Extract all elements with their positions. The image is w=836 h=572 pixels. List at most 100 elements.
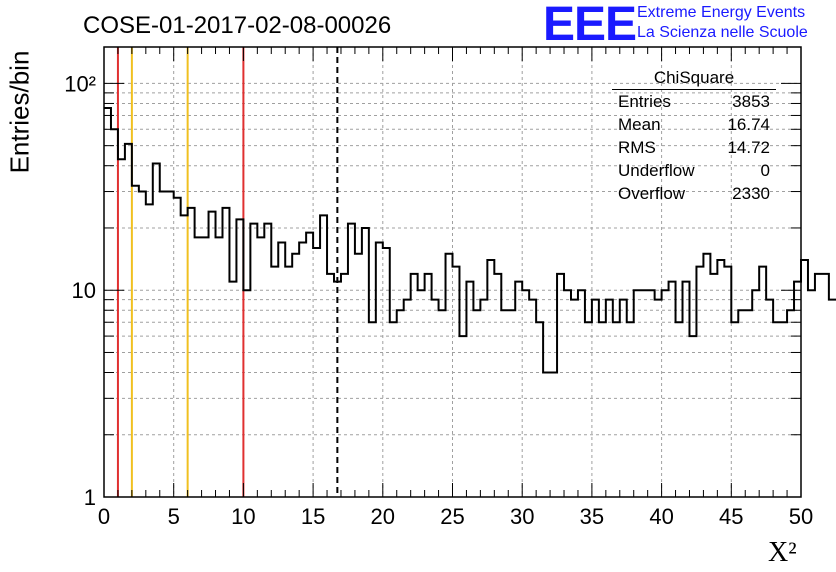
histogram-bin [202, 237, 209, 497]
y-axis-label: Entries/bin [4, 50, 35, 174]
histogram-bin [676, 322, 683, 497]
histogram-bin [648, 290, 655, 497]
histogram-bin [592, 300, 599, 497]
histogram-bin [397, 310, 404, 497]
histogram-bin [104, 108, 111, 497]
stats-row-rms: RMS 14.72 [612, 136, 776, 159]
stats-label: Underflow [618, 161, 695, 180]
histogram-bin [808, 290, 815, 497]
histogram-bin [634, 290, 641, 497]
histogram-bin [738, 310, 745, 497]
histogram-bin [543, 372, 550, 497]
histogram-bin [132, 186, 139, 497]
histogram-bin [111, 129, 118, 497]
x-tick-label: 40 [649, 504, 673, 529]
histogram-bin [425, 274, 432, 497]
x-tick-label: 10 [231, 504, 255, 529]
eee-logo: EEE [543, 0, 637, 51]
histogram-bin [229, 282, 236, 497]
histogram-bin [271, 267, 278, 497]
histogram-bin [822, 274, 829, 497]
x-tick-label: 35 [580, 504, 604, 529]
histogram-bin [536, 322, 543, 497]
histogram-bin [620, 300, 627, 497]
histogram-bin [655, 300, 662, 497]
stats-value: 3853 [732, 92, 770, 111]
histogram-bin [341, 274, 348, 497]
histogram-bin [696, 267, 703, 497]
histogram-bin [815, 274, 822, 497]
histogram-bin [139, 192, 146, 497]
histogram-bin [662, 290, 669, 497]
x-axis-label: X² [768, 537, 797, 568]
histogram-bin [334, 282, 341, 497]
histogram-bin [418, 290, 425, 497]
histogram-bin [264, 224, 271, 497]
x-tick-label: 30 [510, 504, 534, 529]
histogram-bin [522, 290, 529, 497]
histogram-bin [292, 254, 299, 497]
histogram-bin [710, 274, 717, 497]
histogram-bin [153, 163, 160, 497]
histogram-bin [641, 290, 648, 497]
histogram-bin [829, 300, 836, 497]
y-tick-label: 1 [84, 485, 96, 510]
histogram-bin [167, 192, 174, 497]
histogram-bin [411, 274, 418, 497]
histogram-bin [550, 372, 557, 497]
histogram-bin [606, 300, 613, 497]
histogram-bin [355, 254, 362, 497]
x-tick-label: 0 [98, 504, 110, 529]
x-tick-label: 45 [719, 504, 743, 529]
histogram-bin [571, 300, 578, 497]
histogram-bin [759, 267, 766, 497]
stats-label: Entries [618, 92, 671, 111]
histogram-bin [564, 290, 571, 497]
x-tick-label: 15 [301, 504, 325, 529]
histogram-bin [773, 322, 780, 497]
histogram-bin [243, 290, 250, 497]
histogram-bin [446, 254, 453, 497]
histogram-bin [627, 322, 634, 497]
plot-frame [103, 46, 802, 498]
histogram-bin [724, 267, 731, 497]
stats-label: Mean [618, 115, 661, 134]
histogram-bin [780, 322, 787, 497]
histogram-bin [146, 204, 153, 497]
histogram-bin [174, 198, 181, 497]
histogram-bin [209, 212, 216, 497]
stats-row-overflow: Overflow 2330 [612, 182, 776, 205]
logo-line-2: La Scienza nelle Scuole [637, 24, 808, 41]
histogram-bin [480, 300, 487, 497]
x-tick-label: 25 [440, 504, 464, 529]
histogram-bin [515, 282, 522, 497]
histogram-bin [459, 336, 466, 497]
histogram-bin [731, 322, 738, 497]
histogram-bin [453, 267, 460, 497]
histogram-bin [669, 282, 676, 497]
histogram-bin [432, 300, 439, 497]
histogram-bin [578, 290, 585, 497]
histogram-bin [250, 224, 257, 497]
histogram-bin [236, 219, 243, 497]
histogram-bin [181, 215, 188, 497]
histogram-bin [376, 243, 383, 497]
histogram-bin [794, 282, 801, 497]
histogram-bin [745, 310, 752, 497]
histogram-bin [118, 159, 125, 497]
stats-row-underflow: Underflow 0 [612, 159, 776, 182]
histogram-bin [613, 322, 620, 497]
histogram-bin [801, 260, 808, 497]
histogram-bin [494, 274, 501, 497]
histogram-bars [104, 107, 836, 497]
stats-label: Overflow [618, 184, 686, 203]
stats-value: 2330 [732, 184, 770, 203]
stats-title: ChiSquare [612, 67, 776, 90]
x-tick-label: 5 [168, 504, 180, 529]
histogram-bin [369, 322, 376, 497]
x-tick-label: 20 [371, 504, 395, 529]
histogram-bin [599, 322, 606, 497]
histogram-bin [327, 274, 334, 497]
histogram-bin [529, 300, 536, 497]
